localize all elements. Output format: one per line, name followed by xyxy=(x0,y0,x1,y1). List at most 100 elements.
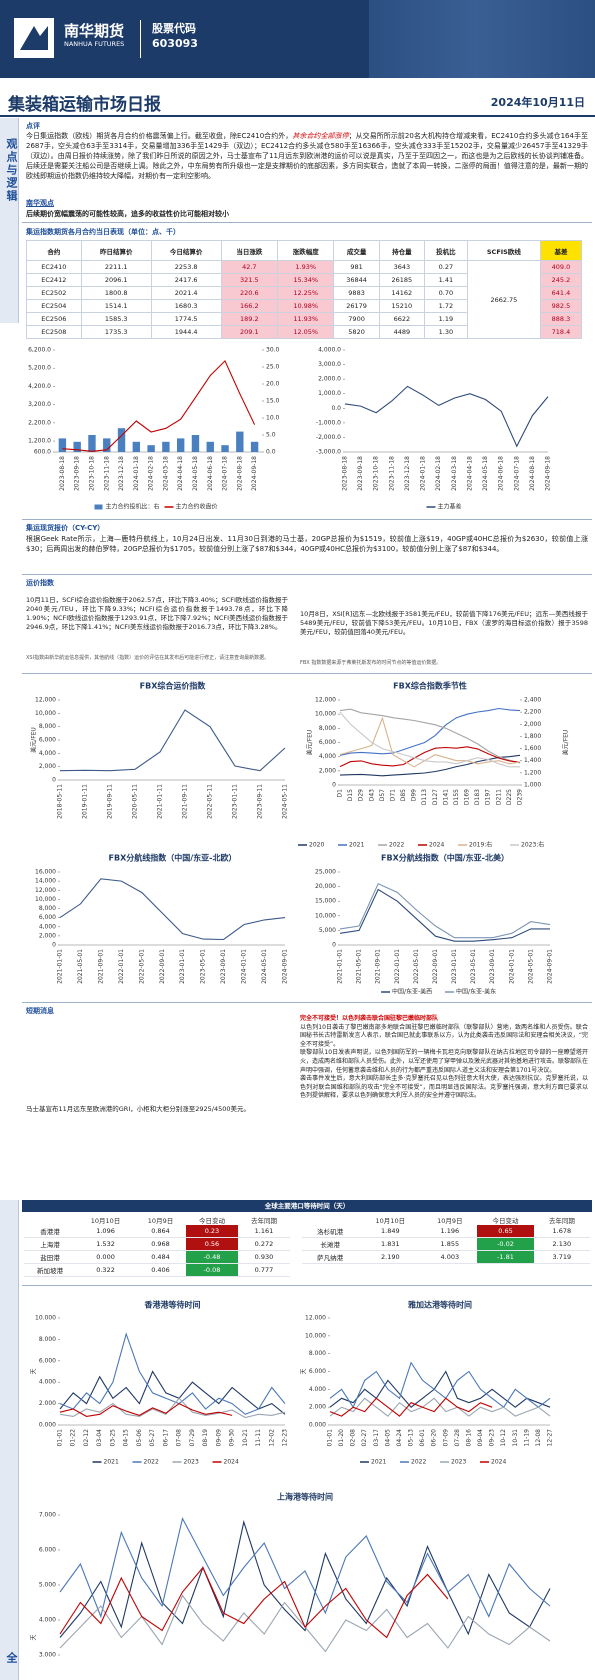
y-tick-label: 2,000.0 xyxy=(318,376,341,383)
chart-title: 香港港等待时间 xyxy=(144,1300,201,1310)
column-header: 10月10日 xyxy=(90,1216,121,1225)
commentary-text: ；从交易所所示前20名大机构持仓增减来看，EC2410合约多头减仓164手至26… xyxy=(26,132,588,180)
rule xyxy=(22,574,592,575)
table-cell: 1.93% xyxy=(277,260,335,274)
series-line xyxy=(59,1594,551,1653)
x-tick-label: 2024-01-18 xyxy=(133,456,140,491)
x-tick-label: 2021-09-11 xyxy=(182,784,189,819)
divider xyxy=(140,20,141,58)
y-tick-label: 1,200.0 xyxy=(28,438,51,445)
section-label: 点评 xyxy=(26,122,40,130)
series-line xyxy=(59,1519,551,1638)
y-tick-label: 10,000 xyxy=(315,711,336,718)
series-line xyxy=(62,359,256,452)
table-cell: 409.0 xyxy=(539,260,583,274)
table-cell: 641.4 xyxy=(539,286,583,300)
column-header: 今日变动 xyxy=(492,1216,519,1225)
x-tick-label: 2022-01-01 xyxy=(394,949,401,984)
note: FBX 指数数据来源于弗莱托斯发布的时间节点的等值运价数据。 xyxy=(300,660,442,666)
table-cell: 2662.75 xyxy=(466,260,541,339)
x-tick-label: 08-16 xyxy=(465,1429,472,1447)
table-cell: 0.864 xyxy=(135,1225,186,1238)
x-tick-label: 2024-01-01 xyxy=(508,949,515,984)
y-tick-label: 2,000 xyxy=(39,763,56,770)
table-cell: 0.930 xyxy=(237,1250,290,1264)
y-tick-label: 6.000 xyxy=(39,1547,56,1554)
y-tick-label: 16,000 xyxy=(35,869,56,876)
y-tick-label: 0 xyxy=(52,942,56,949)
x-tick-label: D85 xyxy=(400,789,407,801)
y-tick-label: 12,000 xyxy=(35,697,56,704)
x-tick-label: 2024-04-18 xyxy=(466,456,473,491)
y-tick-label: 2,400 xyxy=(524,697,541,704)
y-tick-label: 0.000 xyxy=(309,1422,326,1429)
legend-label: 2022 xyxy=(389,842,404,849)
x-tick-label: 05-13 xyxy=(408,1429,415,1447)
x-tick-label: 2023-05-01 xyxy=(200,949,207,984)
x-tick-label: 01-01 xyxy=(57,1429,64,1447)
y-tick-label: 5.0 xyxy=(266,432,276,439)
table-cell: -0.48 xyxy=(185,1250,238,1264)
y-tick-label: 0 xyxy=(332,942,336,949)
x-tick-label: 10-21 xyxy=(242,1429,249,1447)
y-tick-label: 6,000 xyxy=(39,737,56,744)
table-cell: 1.849 xyxy=(358,1225,423,1238)
x-tick-label: D239 xyxy=(517,789,524,805)
x-tick-label: 01-20 xyxy=(338,1429,345,1447)
table-cell: 209.1 xyxy=(220,325,279,339)
x-tick-label: 07-08 xyxy=(176,1429,183,1447)
commentary: 今日集运指数（欧线）期货各月合约价格震荡偏上行。截至收盘，除EC2410合约外，… xyxy=(26,131,588,181)
x-tick-label: 09-30 xyxy=(229,1429,236,1447)
news-headline: 完全不可接受！以色列袭击联合国驻黎巴嫩临时部队 xyxy=(300,1015,439,1022)
series-line xyxy=(329,1397,551,1417)
table-row: EC2506 1585.3 1774.5 189.2 11.93% 7900 6622 1.1… xyxy=(26,312,583,326)
table-cell: 11.93% xyxy=(277,312,335,326)
x-tick-label: 2024-02-18 xyxy=(148,456,155,491)
y-tick-label: 0.0 xyxy=(331,405,341,412)
legend-label: 2021 xyxy=(349,842,364,849)
table-cell: 12.05% xyxy=(277,325,335,339)
title-rule xyxy=(0,115,595,117)
x-tick-label: 2024-01-18 xyxy=(420,456,427,491)
legend-label: 2020 xyxy=(309,842,324,849)
table-cell: 4489 xyxy=(378,325,426,339)
bar xyxy=(117,428,126,452)
x-tick-label: 09-09 xyxy=(215,1429,222,1447)
logo-cn: 南华期货 xyxy=(64,22,125,40)
series-line xyxy=(339,716,521,768)
x-tick-label: D15 xyxy=(347,789,354,801)
sidebar: 全 xyxy=(0,1200,19,1680)
y-tick-label: 600.0 xyxy=(34,449,51,456)
table-row: EC2410 2211.1 2253.8 42.7 1.93% 981 3643 0.27 26… xyxy=(26,260,583,339)
logo-en: NANHUA FUTURES xyxy=(64,40,125,48)
y-tick-label: 14,000 xyxy=(35,878,56,885)
bar xyxy=(250,441,259,452)
x-tick-label: D127 xyxy=(432,789,439,805)
x-tick-label: 2023-01-11 xyxy=(232,784,239,819)
table-cell: 0.322 xyxy=(76,1263,136,1277)
x-tick-label: D211 xyxy=(495,789,502,805)
table-row: 上海港 1.532 0.968 0.56 0.272 xyxy=(24,1237,290,1251)
x-tick-label: 04-05 xyxy=(384,1429,391,1447)
section-label: 集运现货报价（CY-CY） xyxy=(26,524,105,532)
series-line xyxy=(339,754,521,777)
series-line xyxy=(59,1370,286,1415)
sidebar: 观点与逻辑 xyxy=(0,118,19,323)
y-tick-label: 2.000 xyxy=(39,1400,56,1407)
y-tick-label: 30.0 xyxy=(266,347,280,354)
view-text: 后续期价宽幅震荡的可能性较高，追多的收益性价比可能相对较小 xyxy=(26,210,229,218)
y-tick-label: 10.000 xyxy=(305,1332,326,1339)
rule xyxy=(22,1285,592,1286)
x-tick-label: D225 xyxy=(506,789,513,805)
table-cell: 1.831 xyxy=(358,1237,423,1251)
port-name: 上海港 xyxy=(24,1237,76,1251)
bar xyxy=(236,431,244,452)
bar xyxy=(191,435,200,452)
section-label: 南华观点 xyxy=(26,199,54,207)
series-line xyxy=(339,708,521,764)
x-tick-label: 2019-01-11 xyxy=(82,784,89,819)
table-cell: -0.02 xyxy=(477,1237,534,1251)
x-tick-label: 06-01 xyxy=(419,1429,426,1447)
y-tick-label: 4,000.0 xyxy=(318,347,341,354)
legend-label: 2024 xyxy=(224,1459,239,1466)
